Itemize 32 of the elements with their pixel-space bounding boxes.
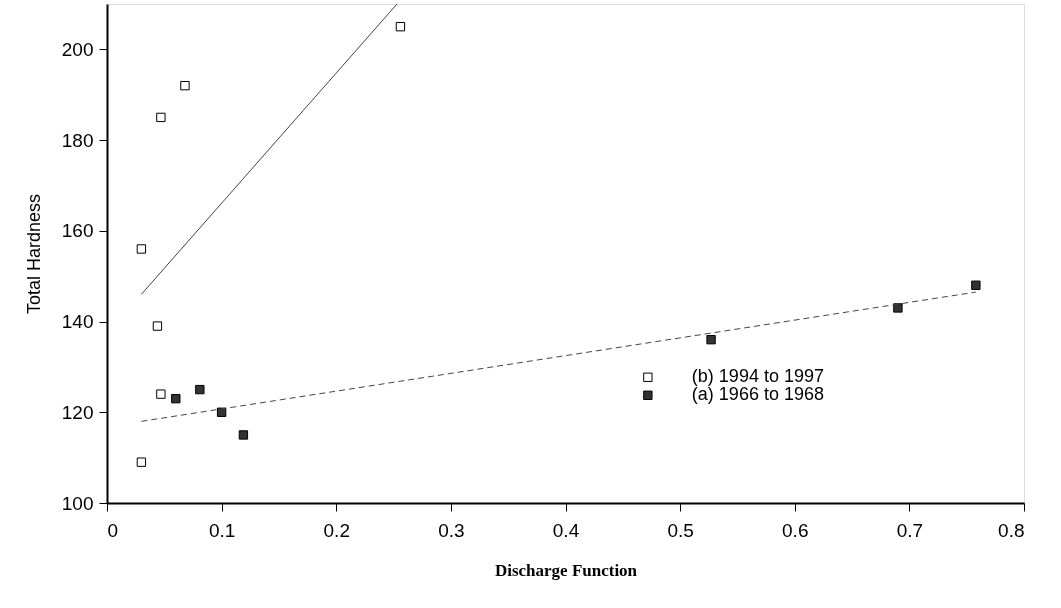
y-tick-label: 200: [61, 38, 94, 60]
point: [171, 393, 181, 404]
x-tick-label: 0.7: [896, 519, 924, 541]
x-tick-label: 0.6: [782, 519, 809, 541]
point: [156, 112, 166, 123]
point: [152, 321, 163, 331]
y-tick-label: 120: [61, 401, 94, 423]
y-tick-label: 140: [61, 311, 94, 333]
point: [136, 244, 147, 254]
point: [971, 280, 981, 290]
x-tick-label: 0.5: [667, 519, 694, 541]
x-axis-title: Discharge Function: [494, 560, 638, 580]
x-tick-label: 0.8: [998, 519, 1025, 541]
point: [136, 457, 147, 467]
legend-label: (b) 1994 to 1997: [691, 366, 824, 387]
point: [156, 389, 166, 399]
y-tick-label: 100: [61, 492, 94, 514]
y-axis-title: Total Hardness: [23, 193, 44, 315]
point: [180, 80, 190, 91]
y-tick-label: 160: [61, 220, 94, 242]
x-tick-label: 0.1: [208, 519, 236, 541]
y-tick-label: 180: [61, 129, 94, 151]
x-tick-label: 0.4: [552, 519, 580, 541]
x-tick-label: 0.3: [438, 519, 465, 541]
point: [706, 335, 716, 345]
point: [216, 407, 227, 417]
point: [238, 430, 249, 440]
x-tick-label: 0: [107, 519, 119, 541]
point: [195, 384, 205, 395]
point: [395, 22, 406, 32]
x-tick-label: 0.2: [323, 519, 350, 541]
point: [893, 303, 903, 313]
